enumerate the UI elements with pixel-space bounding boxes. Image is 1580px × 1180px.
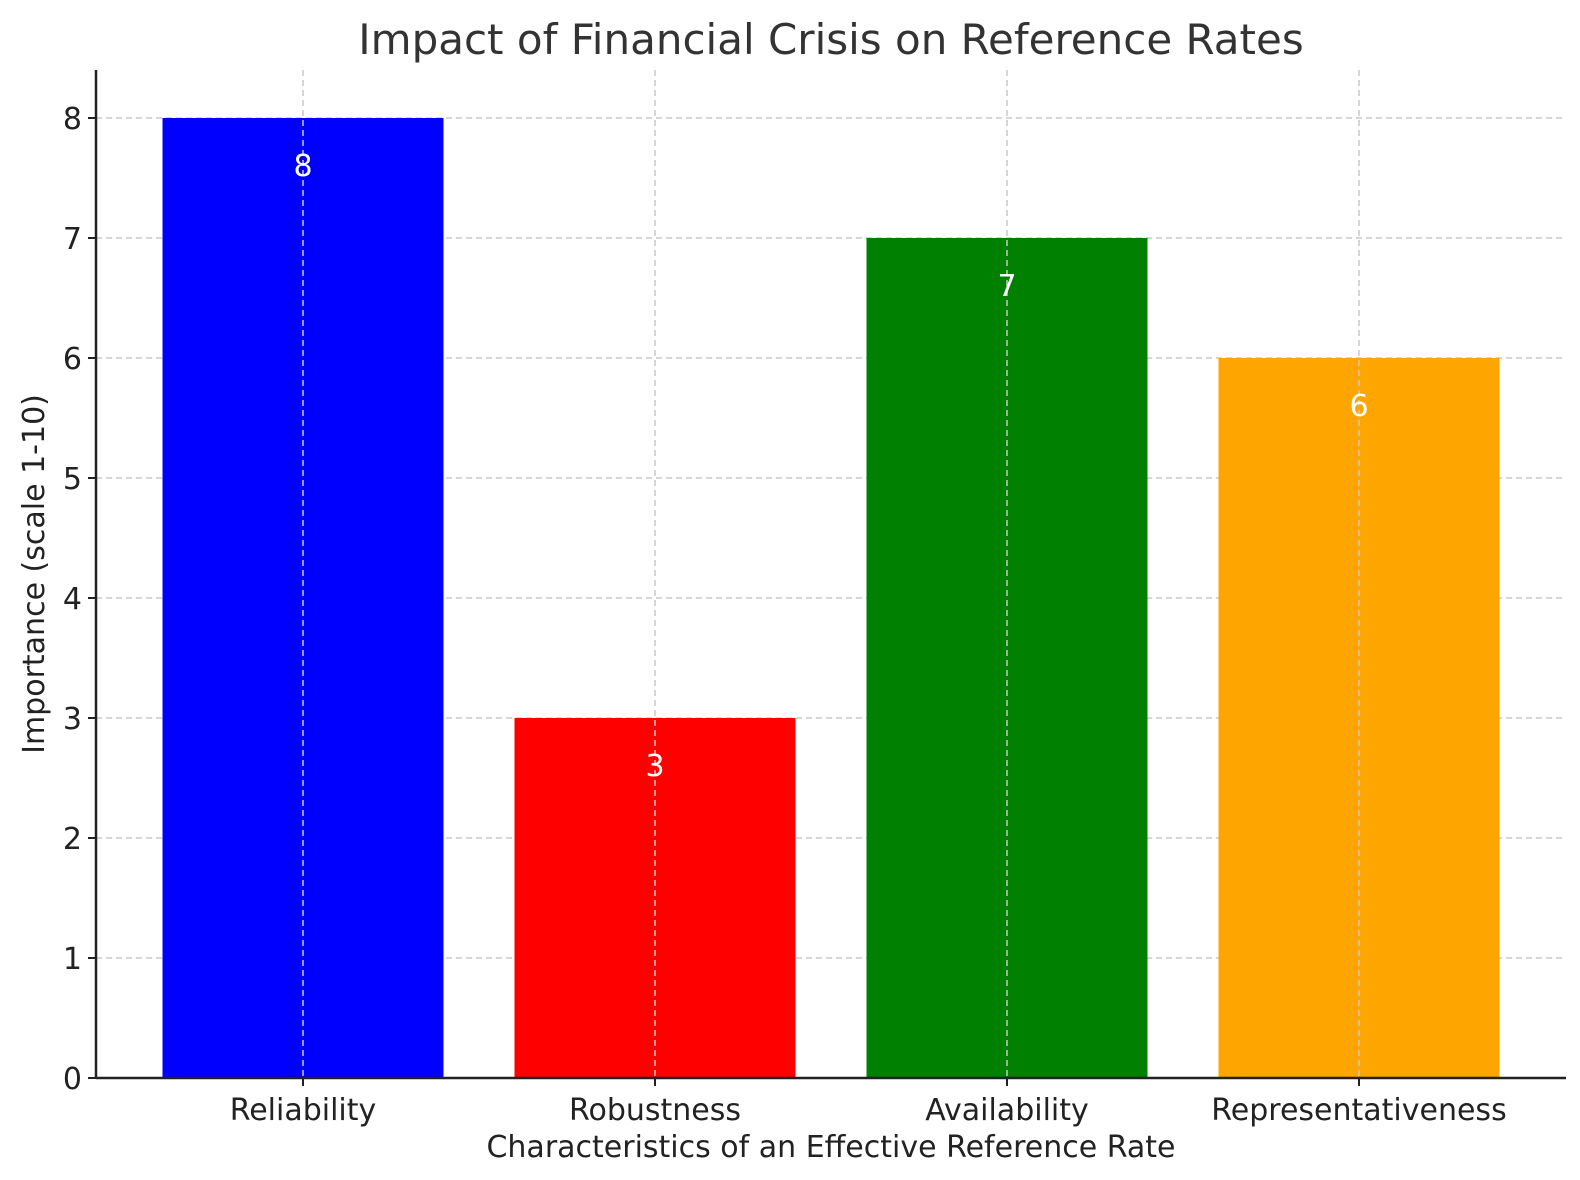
y-tick-label: 8 — [63, 102, 82, 137]
y-tick-label: 5 — [63, 462, 82, 497]
chart-title: Impact of Financial Crisis on Reference … — [358, 15, 1303, 64]
data-label-robustness: 3 — [645, 749, 664, 784]
y-tick-label: 6 — [63, 342, 82, 377]
x-tick-label: Robustness — [569, 1093, 741, 1128]
bar-reliability — [162, 118, 444, 1078]
data-label-representativeness: 6 — [1349, 389, 1368, 424]
bar-robustness — [514, 718, 796, 1078]
y-ticks: 0 1 2 3 4 5 6 7 8 — [63, 102, 96, 1097]
y-tick-label: 2 — [63, 822, 82, 857]
x-ticks: Reliability Robustness Availability Represe… — [230, 1078, 1507, 1128]
data-label-availability: 7 — [997, 269, 1016, 304]
y-tick-label: 4 — [63, 582, 82, 617]
bars — [162, 118, 1500, 1078]
x-tick-label: Representativeness — [1211, 1093, 1506, 1128]
bar-representativeness — [1218, 358, 1500, 1078]
data-label-reliability: 8 — [293, 149, 312, 184]
bar-availability — [866, 238, 1148, 1078]
x-tick-label: Availability — [925, 1093, 1089, 1128]
y-tick-label: 3 — [63, 702, 82, 737]
y-axis-label: Importance (scale 1-10) — [17, 394, 52, 754]
y-tick-label: 7 — [63, 222, 82, 257]
vertical-grid — [302, 70, 1360, 1078]
data-labels: 8 3 7 6 — [293, 149, 1368, 784]
y-tick-label: 0 — [63, 1062, 82, 1097]
x-axis-label: Characteristics of an Effective Referenc… — [486, 1130, 1175, 1165]
x-tick-label: Reliability — [230, 1093, 377, 1128]
y-tick-label: 1 — [63, 942, 82, 977]
